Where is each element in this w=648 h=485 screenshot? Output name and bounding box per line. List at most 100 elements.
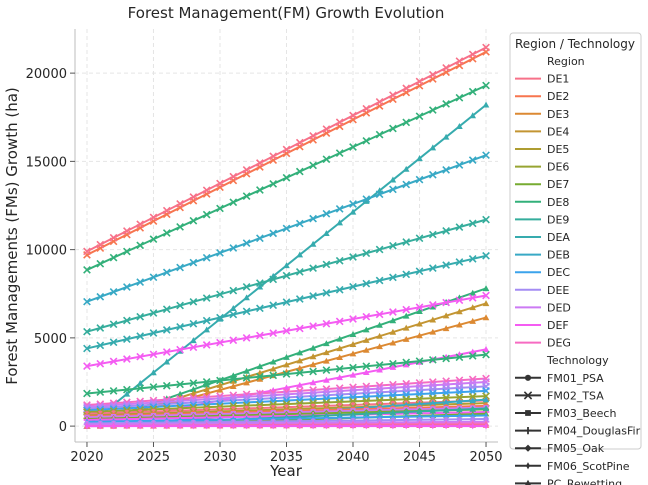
legend-label-de3: DE3	[547, 108, 569, 121]
data-point	[402, 238, 411, 246]
data-point	[176, 322, 184, 331]
legend-label-pc_rewetting: PC_Rewetting	[547, 477, 622, 485]
data-point	[282, 224, 291, 233]
data-point	[415, 357, 424, 365]
data-point	[218, 422, 222, 430]
legend-marker-pc_rewetting	[525, 479, 531, 485]
data-point	[109, 387, 118, 395]
data-point	[482, 405, 490, 412]
data-point	[216, 386, 224, 393]
data-point	[242, 239, 251, 247]
data-point	[428, 230, 437, 239]
data-point	[136, 332, 145, 340]
data-point	[176, 301, 184, 310]
data-point	[189, 343, 198, 352]
data-point	[456, 308, 463, 315]
data-point	[256, 372, 264, 381]
legend-marker-fm03_beech	[525, 410, 531, 416]
legend-marker-fm06_scotpine	[526, 462, 530, 470]
data-point	[389, 185, 397, 194]
series-dea-pc-rewetting	[83, 101, 490, 429]
data-point	[163, 358, 171, 365]
data-point	[429, 399, 437, 406]
data-point	[362, 195, 371, 204]
data-point	[269, 365, 277, 372]
data-point	[96, 359, 105, 368]
data-point	[363, 197, 370, 204]
series-ded-fm02-tsa	[83, 378, 490, 411]
x-axis-ticks: 2020 2025 2030 2035 2040 2045 2050	[70, 442, 503, 465]
data-point	[442, 165, 450, 174]
data-point	[323, 357, 330, 364]
data-point	[442, 64, 450, 72]
data-point	[389, 308, 397, 316]
data-point	[482, 396, 490, 403]
data-point	[455, 161, 464, 169]
data-point	[402, 118, 411, 127]
legend-label-fm01_psa: FM01_PSA	[547, 372, 604, 385]
legend-label-de6: DE6	[547, 161, 569, 174]
data-point	[149, 213, 158, 222]
data-point	[455, 93, 464, 102]
data-point	[468, 352, 477, 360]
data-point	[323, 349, 330, 356]
data-point	[389, 363, 397, 370]
data-point	[377, 422, 382, 430]
data-point	[336, 345, 344, 352]
data-point	[322, 125, 331, 133]
legend-region-header: Region	[547, 55, 585, 68]
data-point	[243, 367, 250, 374]
data-point	[191, 422, 196, 430]
data-point	[482, 81, 490, 90]
data-point	[349, 341, 357, 347]
data-point	[402, 324, 410, 331]
data-point	[256, 234, 264, 243]
data-point	[363, 326, 370, 333]
data-point	[229, 198, 238, 207]
data-point	[309, 353, 317, 360]
data-point	[83, 247, 91, 256]
data-point	[202, 316, 211, 325]
data-point	[429, 407, 437, 414]
data-point	[149, 329, 158, 337]
data-point	[282, 370, 291, 378]
data-point	[269, 275, 278, 284]
data-point	[229, 305, 237, 311]
data-point	[363, 410, 370, 417]
legend-label-fm04_douglasfir: FM04_DouglasFir	[547, 425, 641, 438]
data-point	[202, 377, 211, 386]
data-point	[389, 359, 397, 368]
legend-label-ded: DED	[547, 301, 571, 314]
data-point	[123, 385, 131, 394]
data-point	[415, 175, 424, 184]
data-point	[229, 310, 238, 319]
data-point	[416, 155, 423, 162]
data-point	[242, 307, 251, 316]
data-point	[389, 124, 397, 133]
data-point	[269, 358, 277, 365]
data-point	[309, 214, 317, 223]
data-point	[123, 316, 131, 325]
data-point	[457, 422, 462, 430]
data-point	[242, 165, 251, 174]
data-point	[428, 170, 437, 179]
legend: Region / Technology Region DE1 DE2 DE3 DE4 DE…	[509, 32, 642, 485]
data-point	[295, 268, 304, 276]
data-point	[362, 249, 371, 258]
data-point	[482, 101, 490, 108]
data-point	[484, 412, 488, 419]
legend-label-de7: DE7	[547, 178, 569, 191]
data-point	[283, 353, 290, 360]
data-point	[455, 223, 464, 231]
data-point	[351, 414, 355, 421]
data-point	[297, 422, 302, 430]
data-point	[96, 341, 105, 350]
data-point	[455, 57, 464, 65]
data-point	[216, 248, 224, 257]
data-point	[202, 253, 211, 262]
data-point	[83, 266, 91, 274]
data-point	[336, 335, 344, 342]
y-tick-label: 10000	[26, 244, 67, 259]
data-point	[349, 411, 357, 417]
data-point	[335, 285, 344, 294]
